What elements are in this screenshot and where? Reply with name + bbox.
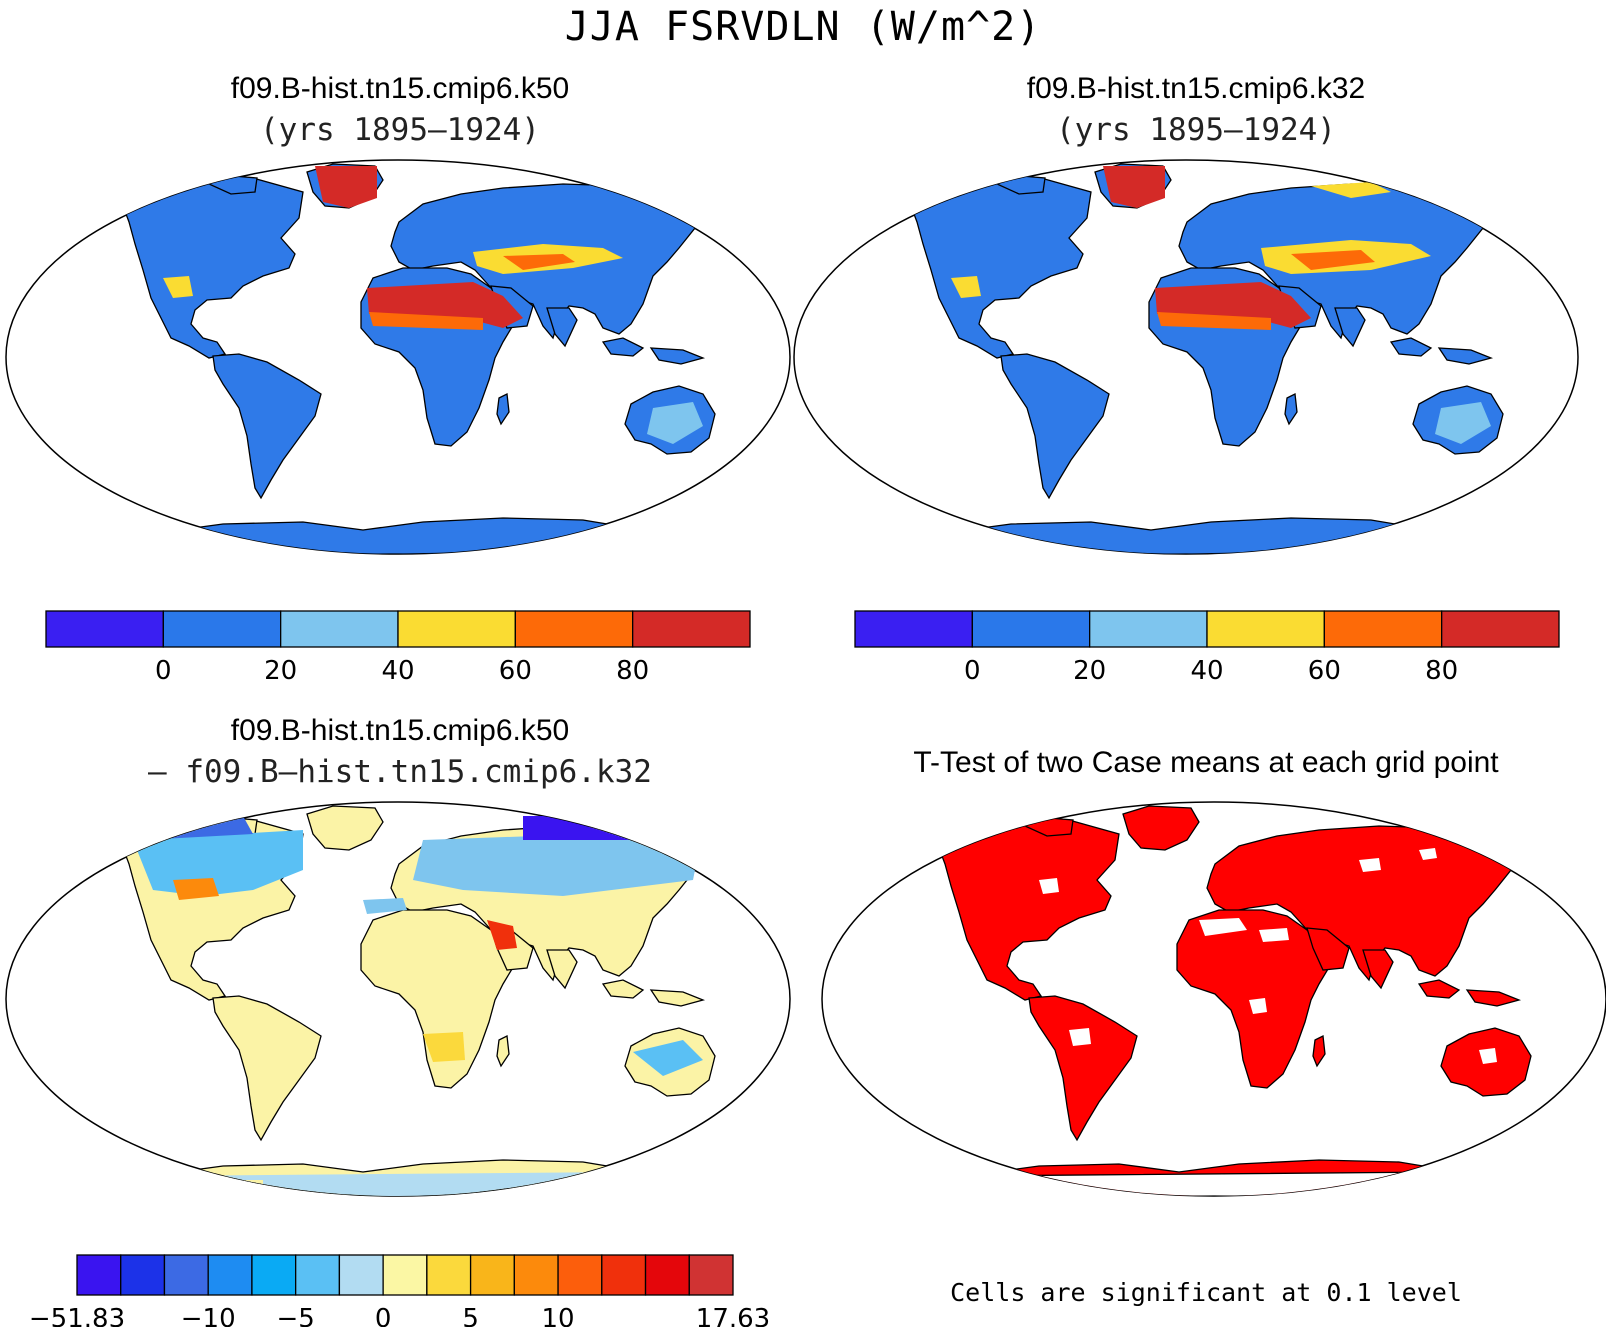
- colorbar-tick-label: 0: [155, 656, 172, 686]
- colorbar-tick-label: 80: [1425, 656, 1458, 686]
- colorbar-case1: 0 20 40 60 80: [45, 610, 751, 686]
- panel-title-ttest: T-Test of two Case means at each grid po…: [913, 746, 1499, 779]
- colorbar-tick-label: 20: [1073, 656, 1106, 686]
- colorbar-tick-label: 20: [264, 656, 297, 686]
- colorbar-tick-label: 40: [381, 656, 414, 686]
- colorbar-tick-label: 40: [1190, 656, 1223, 686]
- colorbar-tick-label: 60: [1308, 656, 1341, 686]
- colorbar-tick-label: −5: [277, 1304, 315, 1327]
- colorbar-swatch: [295, 1254, 341, 1296]
- colorbar-tick-label: 5: [462, 1304, 479, 1327]
- colorbar-swatch: [1089, 610, 1208, 648]
- colorbar-swatch: [1323, 610, 1443, 648]
- colorbar-swatch: [338, 1254, 384, 1296]
- colorbar-swatch: [514, 610, 634, 648]
- colorbar-tick-label: 10: [542, 1304, 575, 1327]
- colorbar-tick-label: −10: [181, 1304, 236, 1327]
- colorbar-swatch: [469, 1254, 515, 1296]
- colorbar-swatch: [251, 1254, 297, 1296]
- colorbar-swatch: [1441, 610, 1560, 648]
- colorbar-swatch: [632, 610, 751, 648]
- panel-subtitle-case2: (yrs 1895–1924): [1056, 112, 1336, 148]
- map-panel-diff: [5, 801, 791, 1197]
- colorbar-swatch: [557, 1254, 603, 1296]
- colorbar-swatch: [120, 1254, 166, 1296]
- colorbar-tick-label: 17.63: [696, 1304, 770, 1327]
- colorbar-swatch: [1206, 610, 1325, 648]
- panel-title-diff: f09.B-hist.tn15.cmip6.k50: [230, 714, 570, 747]
- colorbar-swatch: [397, 610, 516, 648]
- colorbar-swatch: [163, 1254, 209, 1296]
- colorbar-swatch: [426, 1254, 472, 1296]
- colorbar-swatch: [76, 1254, 122, 1296]
- panel-title-case1: f09.B-hist.tn15.cmip6.k50: [230, 72, 570, 105]
- colorbar-swatch: [280, 610, 399, 648]
- colorbar-case2: 0 20 40 60 80: [854, 610, 1560, 686]
- colorbar-tick-label: 80: [616, 656, 649, 686]
- colorbar-swatch: [971, 610, 1091, 648]
- colorbar-swatch: [162, 610, 282, 648]
- figure-title: JJA FSRVDLN (W/m^2): [564, 4, 1042, 50]
- ttest-note: Cells are significant at 0.1 level: [950, 1278, 1462, 1307]
- colorbar-swatch: [207, 1254, 253, 1296]
- colorbar-swatch: [513, 1254, 559, 1296]
- colorbar-tick-label: −51.83: [29, 1304, 125, 1327]
- colorbar-swatch: [688, 1254, 734, 1296]
- map-panel-case1: [5, 159, 791, 555]
- panel-title-case2: f09.B-hist.tn15.cmip6.k32: [1026, 72, 1366, 105]
- map-panel-case2: [793, 159, 1579, 555]
- colorbar-tick-label: 0: [375, 1304, 392, 1327]
- colorbar-swatch: [854, 610, 973, 648]
- colorbar-tick-label: 60: [499, 656, 532, 686]
- panel-subtitle-diff: – f09.B–hist.tn15.cmip6.k32: [148, 754, 652, 790]
- map-panel-ttest: [821, 801, 1606, 1197]
- colorbar-swatch: [45, 610, 164, 648]
- colorbar-swatch: [644, 1254, 690, 1296]
- colorbar-tick-label: 0: [964, 656, 981, 686]
- colorbar-swatch: [382, 1254, 428, 1296]
- panel-subtitle-case1: (yrs 1895–1924): [260, 112, 540, 148]
- colorbar-swatch: [601, 1254, 647, 1296]
- colorbar-diff: −51.83 −10 −5 0 5 10 17.63: [29, 1254, 770, 1327]
